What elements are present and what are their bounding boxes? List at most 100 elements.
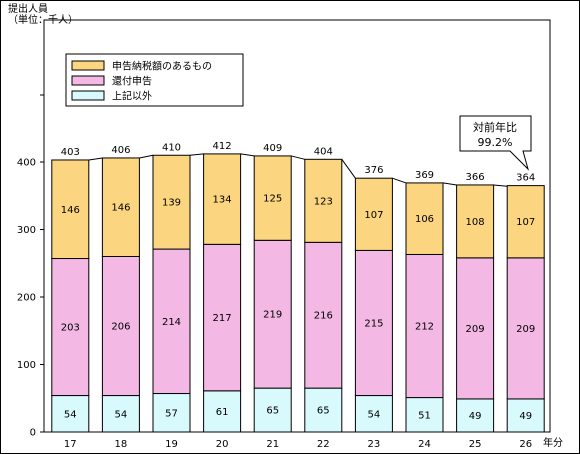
bar-segment — [253, 155, 292, 241]
segment-value-label: 106 — [415, 214, 434, 225]
segment-value-label: 209 — [516, 324, 535, 335]
segment-value-label: 134 — [213, 195, 232, 206]
segment-value-label: 214 — [162, 317, 181, 328]
x-tick-label: 21 — [266, 439, 279, 450]
axes: 0 100 200 300 400 年分 — [17, 94, 563, 449]
segment-value-label: 65 — [317, 406, 330, 417]
x-tick-label: 18 — [115, 439, 128, 450]
bar-segment — [354, 177, 393, 251]
bar-segment — [51, 159, 90, 260]
x-tick-label: 24 — [418, 439, 431, 450]
bar-segment — [152, 248, 191, 395]
bar-segment — [304, 241, 343, 389]
segment-value-label: 57 — [165, 408, 178, 419]
bar-segment — [354, 249, 393, 397]
segment-value-label: 215 — [364, 318, 383, 329]
segment-value-label: 107 — [516, 217, 535, 228]
x-tick-label: 25 — [469, 439, 482, 450]
segment-value-label: 108 — [466, 217, 485, 228]
y-tick-label: 400 — [17, 158, 36, 169]
segment-value-label: 51 — [418, 410, 431, 421]
bar-segment — [51, 258, 90, 397]
annotation-line2: 99.2% — [478, 136, 513, 149]
total-value-label: 364 — [516, 173, 535, 184]
bar-segment — [304, 158, 343, 243]
segment-value-label: 219 — [263, 310, 282, 321]
annotation-callout — [459, 115, 532, 171]
segment-value-label: 65 — [266, 406, 279, 417]
connector-line — [291, 155, 305, 160]
total-value-label: 409 — [263, 143, 282, 154]
bar-segment — [51, 395, 90, 433]
total-value-label: 412 — [213, 141, 232, 152]
bar-segment — [203, 153, 242, 245]
legend-label: 還付申告 — [112, 75, 152, 88]
segment-value-label: 49 — [469, 411, 482, 422]
y-axis-title-line2: （単位：千人） — [8, 15, 78, 26]
total-value-label: 403 — [61, 147, 80, 158]
connector-line — [240, 153, 255, 157]
segment-value-label: 217 — [213, 313, 232, 324]
y-axis-title: 提出人員 （単位：千人） — [8, 4, 78, 26]
total-value-label: 404 — [314, 146, 333, 157]
segment-value-label: 123 — [314, 196, 333, 207]
legend-label: 申告納税額のあるもの — [112, 60, 212, 73]
y-tick-label: 0 — [30, 428, 36, 439]
x-tick-label: 19 — [165, 439, 178, 450]
bar-segment — [456, 257, 495, 400]
legend-swatch — [71, 75, 105, 86]
bar-segment — [456, 184, 495, 259]
segment-value-label: 54 — [115, 409, 128, 420]
segment-value-label: 125 — [263, 194, 282, 205]
connector-line — [392, 177, 407, 184]
segment-value-label: 49 — [519, 411, 532, 422]
segment-value-label: 146 — [111, 203, 130, 214]
bar-segment — [405, 182, 444, 255]
legend-swatch — [71, 90, 105, 101]
total-value-label: 366 — [466, 172, 485, 183]
segment-value-label: 209 — [466, 324, 485, 335]
segment-value-label: 146 — [61, 205, 80, 216]
annotation-line1: 対前年比 — [473, 120, 517, 134]
y-axis-title-line1: 提出人員 — [8, 4, 48, 15]
bar-segment — [405, 253, 444, 399]
total-value-label: 406 — [111, 145, 130, 156]
bar-segment — [506, 398, 545, 433]
x-tick-label: 17 — [64, 439, 77, 450]
connector-line — [442, 182, 457, 186]
y-tick-label: 300 — [17, 225, 36, 236]
segment-value-label: 203 — [61, 323, 80, 334]
bars: 54 203 146 403 17 54 206 146 406 18 57 214 139 410 19 6… — [51, 141, 545, 450]
bar-segment — [101, 157, 140, 257]
bar-segment — [456, 398, 495, 433]
legend-label: 上記以外 — [112, 90, 152, 103]
segment-value-label: 54 — [368, 409, 381, 420]
total-value-label: 376 — [364, 165, 383, 176]
total-value-label: 369 — [415, 170, 434, 181]
segment-value-label: 54 — [64, 409, 77, 420]
connector-line — [341, 159, 356, 179]
x-tick-label: 23 — [368, 439, 381, 450]
total-value-label: 410 — [162, 142, 181, 153]
segment-value-label: 206 — [111, 322, 130, 333]
bar-segment — [506, 185, 545, 259]
segment-value-label: 107 — [364, 210, 383, 221]
connector-line — [189, 153, 204, 156]
segment-value-label: 216 — [314, 311, 333, 322]
connector-line — [139, 154, 154, 159]
bar-segment — [253, 239, 292, 389]
y-tick-label: 200 — [17, 293, 36, 304]
x-tick-label: 22 — [317, 439, 330, 450]
connector-line — [493, 184, 508, 187]
yoy-annotation: 対前年比 99.2% — [459, 115, 532, 171]
bar-segment — [152, 154, 191, 250]
x-tick-label: 26 — [519, 439, 532, 450]
x-axis-unit: 年分 — [543, 436, 563, 449]
bar-segment — [354, 395, 393, 433]
y-tick-label: 100 — [17, 360, 36, 371]
connector-line — [88, 157, 103, 161]
x-tick-label: 20 — [216, 439, 229, 450]
bar-segment — [506, 257, 545, 400]
